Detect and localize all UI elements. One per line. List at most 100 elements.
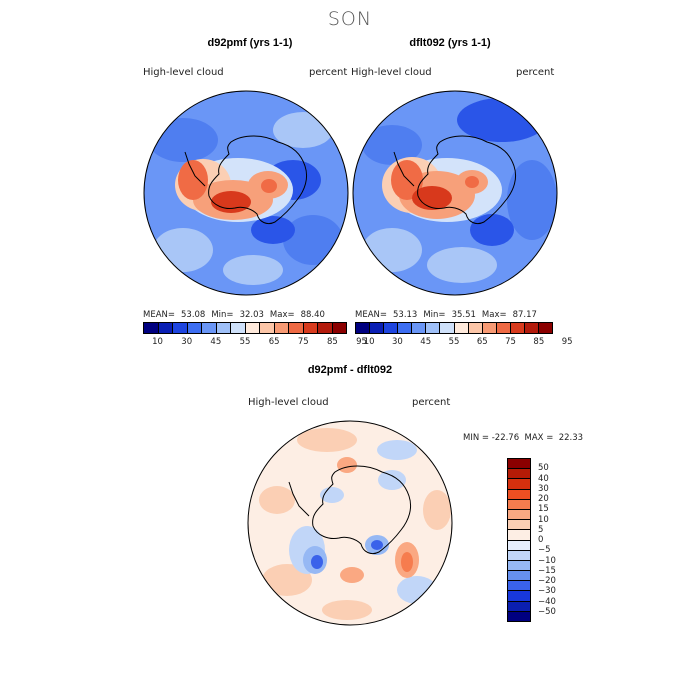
colorbar-swatch bbox=[508, 550, 530, 561]
panel2-stats: MEAN= 53.13 Min= 35.51 Max= 87.17 bbox=[355, 310, 537, 320]
colorbar-swatch bbox=[454, 323, 469, 333]
colorbar-tick-label: 75 bbox=[297, 337, 309, 347]
colorbar-tick-label: 30 bbox=[392, 337, 403, 347]
colorbar-tick-label: 15 bbox=[538, 504, 549, 515]
colorbar-swatch bbox=[384, 323, 399, 333]
colorbar-tick-label: 50 bbox=[538, 463, 549, 474]
panel1-polar-map bbox=[143, 90, 349, 296]
colorbar-swatch bbox=[496, 323, 511, 333]
colorbar-swatch bbox=[508, 571, 530, 582]
colorbar-tick-label: −40 bbox=[538, 596, 556, 607]
colorbar-swatch bbox=[289, 323, 304, 333]
colorbar-tick-label: 10 bbox=[152, 337, 163, 347]
colorbar-tick-label: 30 bbox=[181, 337, 193, 347]
colorbar-swatch bbox=[332, 323, 346, 333]
season-title: SON bbox=[327, 8, 373, 30]
colorbar-tick-label: 55 bbox=[448, 337, 460, 347]
colorbar-tick-label: 95 bbox=[561, 337, 573, 347]
diff-coastline bbox=[288, 465, 412, 555]
colorbar-swatch bbox=[508, 560, 530, 572]
panel1-title: d92pmf (yrs 1-1) bbox=[207, 37, 293, 49]
colorbar-tick-label: −10 bbox=[538, 555, 556, 566]
colorbar-swatch bbox=[508, 601, 530, 612]
colorbar-swatch bbox=[539, 323, 553, 333]
colorbar-tick-label: 10 bbox=[538, 514, 549, 525]
colorbar-tick-label: 45 bbox=[210, 337, 222, 347]
diff-map-svg bbox=[247, 420, 453, 626]
panel1-map-svg bbox=[143, 90, 349, 296]
panel2-units-label: percent bbox=[516, 67, 555, 78]
colorbar-tick-label: 45 bbox=[420, 337, 432, 347]
diff-polar-map bbox=[247, 420, 453, 626]
colorbar-tick-label: 85 bbox=[327, 337, 338, 347]
diff-colorbar bbox=[507, 458, 531, 622]
panel1-coastline bbox=[184, 135, 308, 225]
colorbar-swatch bbox=[508, 509, 530, 521]
colorbar-swatch bbox=[482, 323, 497, 333]
colorbar-tick-label: 85 bbox=[533, 337, 545, 347]
colorbar-tick-label: 0 bbox=[538, 535, 544, 545]
colorbar-swatch bbox=[508, 591, 530, 602]
colorbar-swatch bbox=[508, 530, 530, 541]
colorbar-swatch bbox=[508, 520, 530, 531]
panel2-coastline bbox=[393, 135, 517, 225]
diff-minmax: MIN = -22.76 MAX = 22.33 bbox=[463, 433, 584, 443]
colorbar-swatch bbox=[508, 459, 530, 470]
colorbar-swatch bbox=[508, 611, 530, 621]
colorbar-swatch bbox=[508, 581, 530, 592]
colorbar-swatch bbox=[187, 323, 202, 333]
colorbar-swatch bbox=[158, 323, 173, 333]
colorbar-tick-label: −5 bbox=[538, 545, 551, 556]
colorbar-swatch bbox=[508, 479, 530, 490]
panel2-map-border bbox=[352, 90, 558, 296]
diff-units-label: percent bbox=[412, 397, 451, 408]
colorbar-tick-label: 65 bbox=[476, 337, 488, 347]
panel2-colorbar bbox=[355, 322, 553, 334]
colorbar-tick-label: 40 bbox=[538, 473, 549, 484]
colorbar-swatch bbox=[231, 323, 246, 333]
colorbar-swatch bbox=[508, 489, 530, 500]
colorbar-tick-label: −20 bbox=[538, 576, 556, 586]
colorbar-swatch bbox=[510, 323, 525, 333]
panel2-colorbar-ticks: 10 30 45 55 65 75 85 95 bbox=[355, 337, 573, 349]
colorbar-swatch bbox=[274, 323, 289, 333]
diff-title: d92pmf - dflt092 bbox=[307, 364, 393, 376]
panel1-map-border bbox=[143, 90, 349, 296]
colorbar-swatch bbox=[370, 323, 385, 333]
colorbar-tick-label: −50 bbox=[538, 606, 556, 617]
colorbar-swatch bbox=[356, 323, 371, 333]
colorbar-swatch bbox=[468, 323, 483, 333]
colorbar-swatch bbox=[398, 323, 413, 333]
colorbar-tick-label: 30 bbox=[538, 483, 549, 494]
colorbar-swatch bbox=[412, 323, 427, 333]
colorbar-tick-label: 10 bbox=[363, 337, 375, 347]
colorbar-tick-label: −30 bbox=[538, 586, 556, 597]
colorbar-swatch bbox=[426, 323, 441, 333]
panel1-colorbar bbox=[143, 322, 347, 334]
colorbar-swatch bbox=[144, 323, 159, 333]
panel2-title: dflt092 (yrs 1-1) bbox=[409, 37, 491, 49]
colorbar-swatch bbox=[216, 323, 231, 333]
colorbar-swatch bbox=[440, 323, 455, 333]
colorbar-swatch bbox=[173, 323, 188, 333]
colorbar-swatch bbox=[508, 540, 530, 551]
colorbar-swatch bbox=[524, 323, 540, 333]
colorbar-tick-label: 75 bbox=[505, 337, 516, 347]
colorbar-tick-label: 95 bbox=[356, 337, 367, 347]
panel2-polar-map bbox=[352, 90, 558, 296]
colorbar-tick-label: 20 bbox=[538, 494, 549, 504]
colorbar-swatch bbox=[260, 323, 275, 333]
colorbar-tick-label: 55 bbox=[239, 337, 251, 347]
diff-variable-label: High-level cloud bbox=[248, 397, 329, 408]
panel2-variable-label: High-level cloud bbox=[351, 67, 432, 78]
colorbar-tick-label: 65 bbox=[268, 337, 280, 347]
colorbar-swatch bbox=[202, 323, 217, 333]
colorbar-swatch bbox=[245, 323, 260, 333]
colorbar-tick-label: 5 bbox=[538, 524, 544, 535]
colorbar-tick-label: −15 bbox=[538, 565, 556, 576]
panel2-map-svg bbox=[352, 90, 558, 296]
panel1-colorbar-ticks: 10 30 45 55 65 75 85 95 bbox=[143, 337, 367, 349]
panel1-units-label: percent bbox=[309, 67, 348, 78]
colorbar-swatch bbox=[318, 323, 333, 333]
colorbar-swatch bbox=[508, 499, 530, 510]
